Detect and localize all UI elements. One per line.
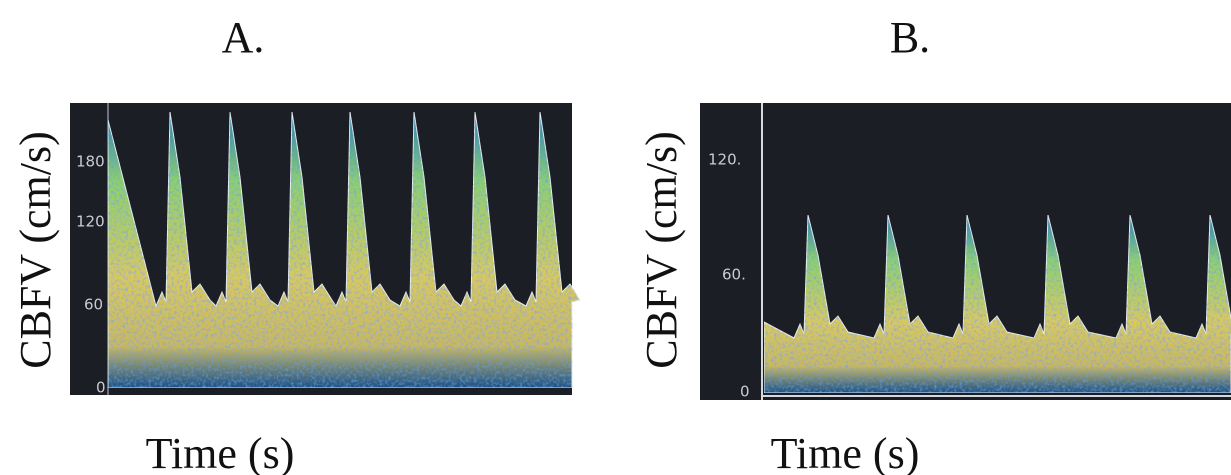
scale-label: 60. (722, 266, 746, 284)
scale-label: 120. (708, 151, 741, 169)
scale-label: 0 (740, 383, 750, 401)
waveform (763, 214, 1231, 394)
panel-b: B. 120. 60. 0 CBFV (cm/s) Time (s) (637, 13, 1231, 475)
y-axis-label: CBFV (cm/s) (637, 131, 686, 369)
panel-label: B. (890, 13, 930, 62)
scale-label: 120 (76, 213, 105, 231)
scale-label: 180 (76, 153, 105, 171)
panel-label: A. (222, 13, 265, 62)
scale-label: 60 (84, 296, 103, 314)
y-axis-label: CBFV (cm/s) (11, 131, 60, 369)
scale-label: 0 (96, 379, 106, 397)
panel-a: A. 180 120 60 0 CBFV (cm/s) Time (s) (11, 13, 581, 475)
x-axis-label: Time (s) (771, 429, 920, 475)
x-axis-label: Time (s) (146, 429, 295, 475)
waveform (107, 111, 581, 389)
